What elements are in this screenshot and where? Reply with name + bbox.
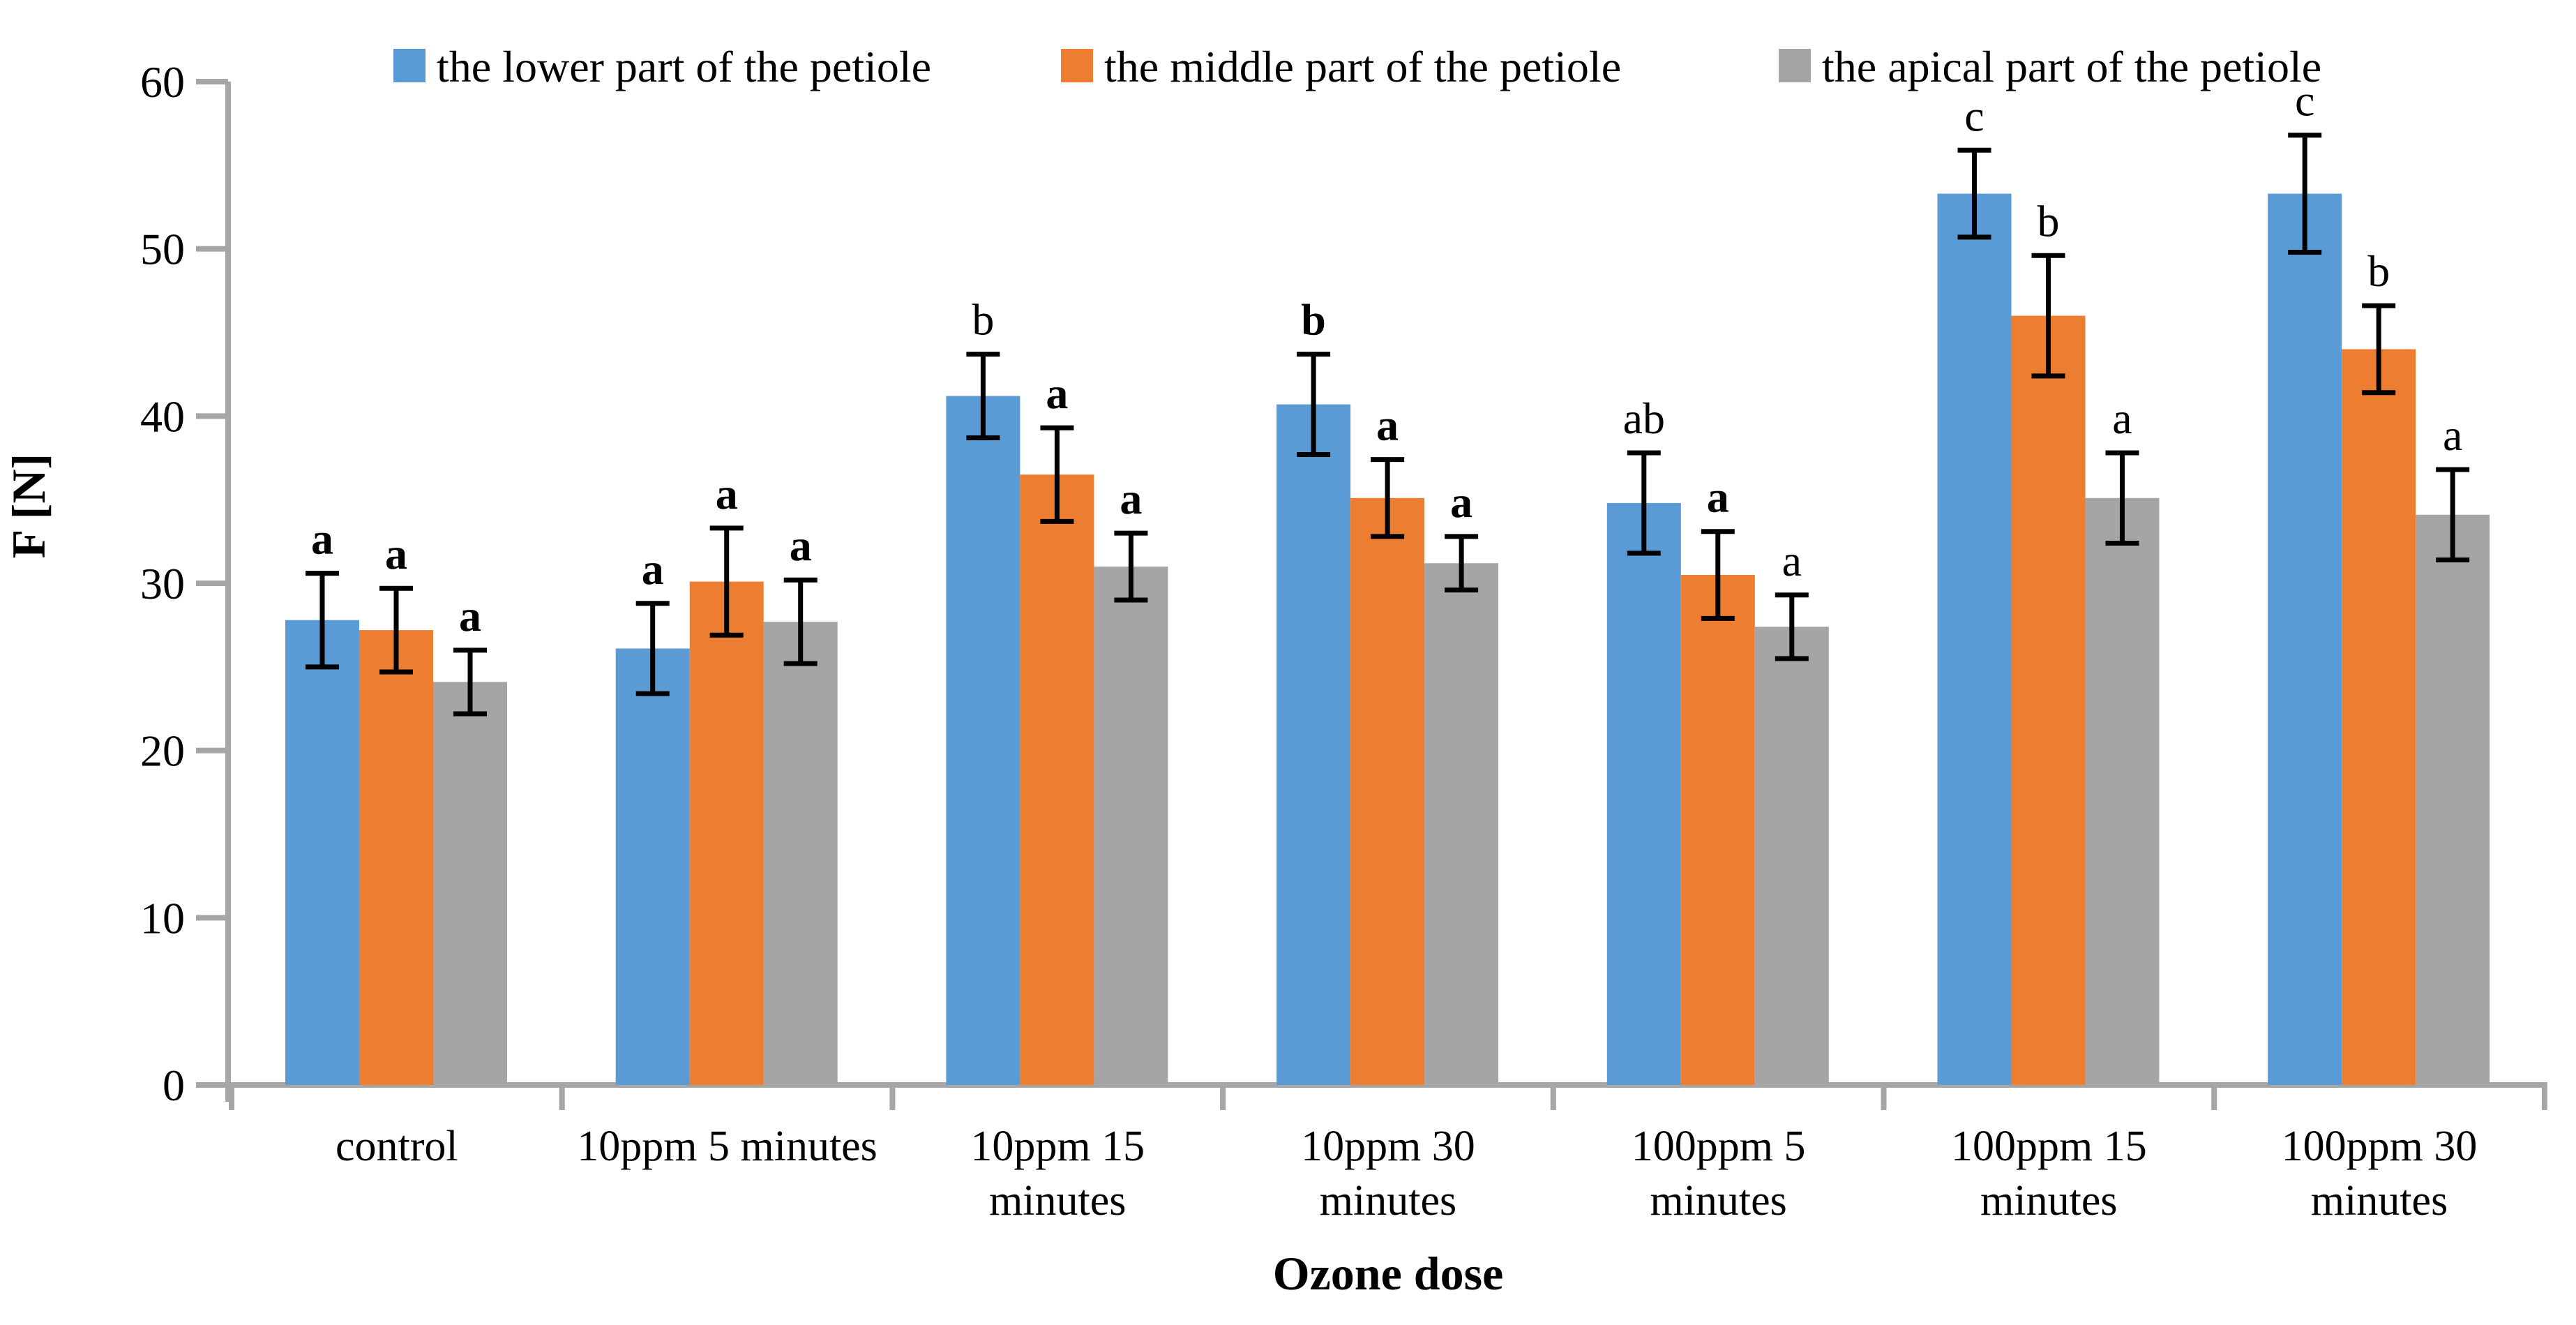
- category-label: 10ppm 30: [1301, 1123, 1475, 1170]
- bar-series2-cat3: [1020, 474, 1094, 1085]
- legend-swatch-series1: [393, 49, 425, 82]
- legend-label-series1: the lower part of the petiole: [437, 42, 931, 91]
- significance-letter: a: [2112, 394, 2132, 443]
- bar-series2-cat4: [1350, 497, 1425, 1085]
- significance-letter: b: [1301, 295, 1326, 345]
- bar-series1-cat6: [1937, 193, 2012, 1085]
- category-label: minutes: [1650, 1177, 1786, 1225]
- legend-swatch-series3: [1779, 49, 1811, 82]
- significance-letter: a: [311, 514, 333, 564]
- category-label: 10ppm 15: [970, 1123, 1145, 1170]
- significance-letter: a: [1046, 368, 1068, 418]
- category-label: minutes: [989, 1177, 1126, 1225]
- significance-letter: c: [1964, 91, 1984, 140]
- bar-series1-cat3: [946, 396, 1020, 1085]
- y-tick-label: 50: [140, 225, 185, 274]
- legend-label-series3: the apical part of the petiole: [1822, 42, 2321, 91]
- bar-series2-cat7: [2342, 349, 2416, 1085]
- y-tick-label: 60: [140, 57, 185, 107]
- category-label: 100ppm 5: [1632, 1123, 1806, 1170]
- bar-series1-cat5: [1606, 502, 1681, 1085]
- significance-letter: a: [1707, 472, 1729, 522]
- y-tick-label: 10: [140, 893, 185, 943]
- significance-letter: a: [1782, 536, 1802, 585]
- category-label: 100ppm 15: [1951, 1123, 2147, 1170]
- significance-letter: b: [2367, 246, 2390, 296]
- bar-series2-cat5: [1680, 575, 1755, 1085]
- bar-series2-cat2: [689, 581, 764, 1085]
- significance-letter: a: [385, 529, 407, 578]
- category-label: 10ppm 5 minutes: [577, 1123, 878, 1170]
- y-tick-label: 40: [140, 391, 185, 441]
- significance-letter: a: [1376, 401, 1399, 450]
- bar-series3-cat2: [763, 622, 838, 1085]
- legend-swatch-series2: [1061, 49, 1093, 82]
- x-axis-title: Ozone dose: [1273, 1247, 1504, 1300]
- category-label: minutes: [2311, 1177, 2448, 1225]
- legend-label-series2: the middle part of the petiole: [1104, 42, 1621, 91]
- significance-letter: a: [2443, 410, 2462, 460]
- bar-series3-cat4: [1424, 563, 1499, 1085]
- bar-series1-cat2: [615, 648, 690, 1085]
- significance-letter: b: [2038, 196, 2060, 246]
- bar-series3-cat3: [1094, 567, 1168, 1085]
- bar-series3-cat6: [2085, 497, 2160, 1085]
- significance-letter: c: [2295, 76, 2314, 126]
- bar-series1-cat1: [285, 620, 359, 1085]
- bar-series1-cat7: [2268, 193, 2342, 1085]
- category-label: control: [336, 1123, 458, 1170]
- y-tick-label: 20: [140, 726, 185, 776]
- bar-series2-cat6: [2011, 315, 2086, 1085]
- category-label: minutes: [1320, 1177, 1456, 1225]
- bar-series3-cat7: [2416, 514, 2490, 1085]
- significance-letter: a: [459, 591, 481, 641]
- significance-letter: a: [790, 521, 812, 570]
- category-label: 100ppm 30: [2282, 1123, 2478, 1170]
- bar-series1-cat4: [1276, 404, 1351, 1085]
- y-tick-label: 0: [163, 1061, 185, 1110]
- significance-letter: b: [972, 295, 994, 345]
- category-label: minutes: [1980, 1177, 2117, 1225]
- significance-letter: a: [716, 469, 738, 518]
- y-axis-title: F [N]: [2, 454, 55, 558]
- y-tick-label: 30: [140, 559, 185, 608]
- bar-series3-cat1: [433, 682, 507, 1085]
- significance-letter: a: [642, 544, 664, 594]
- bar-series2-cat1: [359, 630, 433, 1085]
- bar-series3-cat5: [1754, 627, 1829, 1085]
- significance-letter: ab: [1623, 394, 1665, 443]
- significance-letter: a: [1450, 477, 1472, 527]
- significance-letter: a: [1120, 474, 1142, 523]
